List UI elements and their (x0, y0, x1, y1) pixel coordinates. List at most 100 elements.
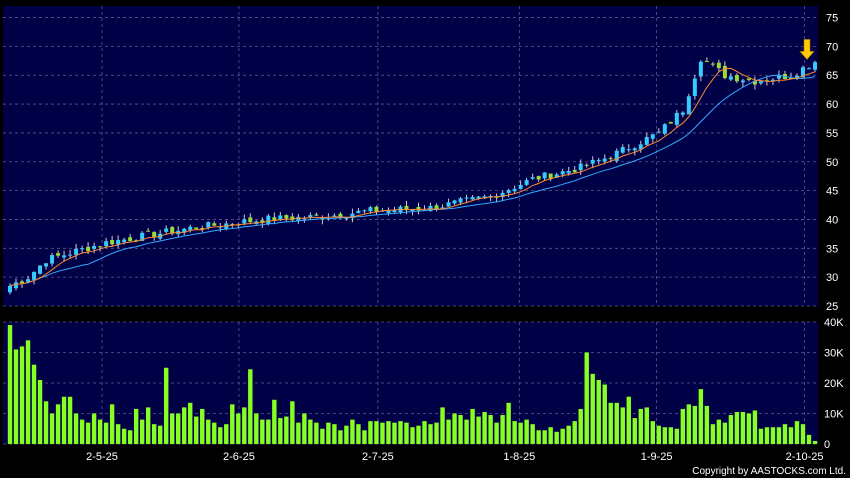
volume-bar (470, 408, 475, 444)
volume-bar (404, 422, 409, 444)
volume-bar (272, 399, 277, 444)
volume-tick-label: 30K (824, 348, 844, 360)
volume-bar (632, 418, 637, 444)
volume-bar (626, 396, 631, 444)
candle-body (122, 239, 127, 243)
price-tick-label: 45 (826, 186, 838, 198)
volume-tick-label: 40K (824, 317, 844, 329)
volume-bar (494, 422, 499, 444)
date-tick-label: 2-5-25 (86, 451, 118, 463)
volume-bar (344, 425, 349, 444)
volume-bar (464, 419, 469, 444)
candle-body (626, 149, 631, 151)
candle-body (14, 282, 19, 289)
volume-bar (476, 416, 481, 444)
candle-body (686, 96, 691, 115)
candle-body (92, 246, 97, 249)
price-candles (8, 57, 817, 295)
volume-bar (584, 352, 589, 444)
candle-body (680, 112, 685, 115)
candle-body (206, 222, 211, 228)
candle-body (518, 184, 523, 189)
candle-body (512, 188, 517, 192)
candle-body (698, 61, 703, 77)
volume-bar (338, 430, 343, 444)
volume-bar (139, 419, 145, 444)
volume-bar (163, 367, 169, 444)
candle-body (578, 163, 583, 171)
candle-body (668, 121, 673, 124)
volume-bar (200, 408, 205, 444)
candle-body (776, 74, 781, 79)
candle-body (488, 195, 493, 197)
price-tick-label: 25 (826, 301, 838, 313)
candle-body (38, 265, 43, 274)
volume-bar (686, 404, 692, 444)
volume-bar (638, 408, 643, 444)
candle-body (554, 174, 559, 178)
volume-bar (578, 408, 583, 444)
candle-body (350, 213, 355, 219)
volume-bar (482, 411, 487, 444)
candle-body (338, 213, 343, 218)
candle-body (452, 200, 457, 204)
volume-bar (314, 422, 319, 444)
volume-bar (728, 415, 734, 444)
candle-body (734, 75, 739, 82)
volume-bar (55, 404, 61, 444)
candle-body (332, 215, 337, 217)
volume-bar (170, 413, 175, 444)
volume-bar (43, 401, 49, 444)
candle-body (374, 206, 379, 212)
volume-bar (590, 373, 595, 444)
candle-body (806, 68, 811, 70)
candle-body (362, 210, 367, 212)
volume-bar (692, 405, 698, 444)
candle-body (116, 239, 121, 245)
volume-bar (91, 413, 97, 444)
candle-body (614, 150, 619, 161)
volume-bar (710, 424, 716, 444)
volume-bar (752, 410, 758, 444)
volume-bar (25, 340, 31, 444)
candle-body (218, 226, 223, 228)
volume-bar (776, 427, 782, 444)
candle-body (752, 80, 757, 85)
volume-bar (103, 422, 109, 444)
candle-body (464, 197, 469, 199)
candle-body (80, 248, 85, 250)
candle-body (68, 254, 73, 256)
volume-bar (452, 413, 457, 444)
candle-body (386, 209, 391, 214)
volume-bar (530, 424, 535, 444)
volume-bar (512, 421, 517, 444)
volume-bar (133, 408, 139, 444)
date-axis: 2-5-25 2-6-25 2-7-25 1-8-25 1-9-25 2-10-25 (86, 451, 823, 463)
candle-body (548, 173, 553, 179)
candle-body (50, 255, 55, 264)
volume-bar (716, 419, 722, 444)
candle-body (230, 224, 235, 226)
volume-tick-label: 10K (824, 409, 844, 421)
candle-body (128, 237, 133, 242)
candle-body (656, 131, 661, 133)
price-axis: 25 30 35 40 45 50 55 60 65 70 75 (826, 13, 838, 313)
volume-bar (758, 428, 764, 444)
candle-body (620, 147, 625, 153)
volume-bar (157, 425, 163, 444)
candle-body (392, 210, 397, 213)
volume-bar (440, 407, 445, 444)
candle-body (638, 144, 643, 150)
volume-bar (97, 419, 103, 444)
price-tick-label: 30 (826, 272, 838, 284)
volume-bar (536, 430, 541, 444)
candle-body (434, 205, 439, 210)
price-tick-label: 75 (826, 13, 838, 25)
volume-bar (722, 422, 728, 444)
candle-body (746, 78, 751, 80)
volume-bar (764, 427, 770, 444)
candle-body (644, 137, 649, 145)
candle-body (26, 279, 31, 283)
candle-body (662, 124, 667, 134)
candle-body (764, 80, 769, 82)
